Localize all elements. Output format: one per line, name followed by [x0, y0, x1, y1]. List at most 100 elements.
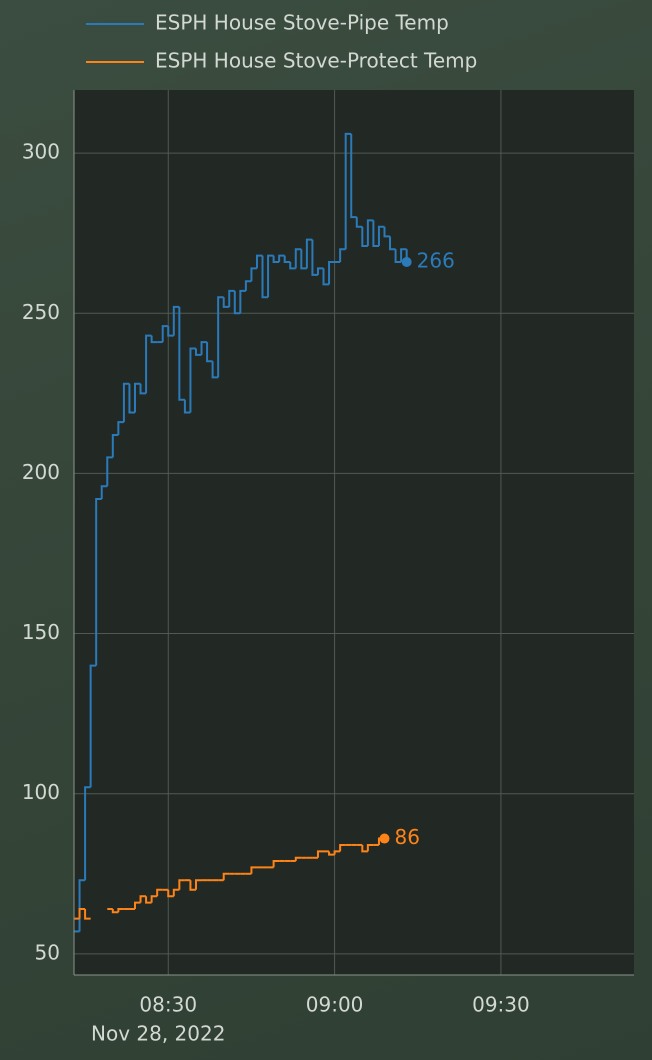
- line-step: [172, 888, 180, 897]
- value-label: 86: [394, 825, 419, 849]
- line-step: [261, 255, 269, 299]
- line-step: [228, 289, 235, 307]
- line-step: [272, 859, 280, 868]
- line-step: [194, 879, 202, 890]
- line-step: [333, 850, 341, 855]
- line-step: [183, 399, 191, 414]
- line-step: [100, 485, 108, 500]
- line-step: [84, 909, 91, 920]
- line-step: [89, 664, 97, 788]
- line-step: [361, 844, 368, 853]
- line-step: [194, 348, 202, 356]
- line-step: [294, 248, 302, 269]
- line-step: [78, 908, 86, 919]
- grid: [74, 90, 634, 975]
- line-step: [133, 901, 141, 910]
- line-step: [316, 267, 324, 275]
- line-step: [394, 249, 402, 264]
- line-step: [372, 220, 379, 247]
- line-step: [217, 296, 224, 378]
- line-step: [344, 132, 352, 250]
- line-step: [250, 866, 257, 874]
- line-step: [339, 248, 346, 263]
- line-step: [300, 249, 307, 270]
- y-tick-label: 50: [35, 940, 60, 964]
- line-step: [117, 908, 124, 913]
- line-step: [366, 843, 374, 852]
- line-step: [106, 456, 113, 487]
- line-step: [189, 347, 196, 413]
- y-tick-label: 250: [22, 300, 60, 324]
- y-tick-label: 150: [22, 620, 60, 644]
- line-step: [150, 335, 158, 344]
- line-step: [211, 361, 219, 379]
- line-step: [294, 856, 302, 861]
- line-step: [250, 267, 257, 282]
- line-step: [267, 254, 274, 298]
- line-step: [272, 255, 280, 264]
- line-step: [383, 226, 391, 238]
- line-step: [139, 895, 147, 903]
- line-step: [117, 421, 124, 435]
- line-step: [222, 872, 230, 881]
- line-step: [161, 325, 169, 343]
- line-step: [305, 238, 313, 269]
- line-step: [377, 225, 385, 246]
- line-step: [244, 280, 252, 291]
- line-step: [128, 383, 135, 414]
- line-step: [355, 217, 363, 228]
- line-step: [145, 334, 152, 394]
- y-tick-label: 300: [22, 140, 60, 164]
- plot-area: [74, 90, 634, 975]
- line-step: [139, 383, 147, 395]
- legend-label[interactable]: ESPH House Stove-Pipe Temp: [155, 11, 449, 35]
- line-step: [167, 889, 174, 898]
- line-step: [150, 895, 158, 903]
- line-step: [200, 341, 208, 355]
- line-step: [122, 382, 130, 423]
- end-point: [379, 833, 390, 844]
- line-step: [233, 290, 241, 315]
- line-step: [133, 382, 141, 413]
- line-step: [239, 289, 246, 314]
- line-step: [84, 786, 91, 881]
- line-step: [145, 896, 152, 904]
- line-step: [95, 498, 102, 666]
- line-step: [111, 433, 119, 458]
- line-step: [178, 306, 185, 401]
- line-step: [328, 851, 335, 856]
- value-label: 266: [417, 249, 455, 273]
- line-step: [339, 843, 346, 852]
- line-step: [350, 133, 357, 219]
- end-point: [401, 257, 412, 268]
- y-tick-label: 200: [22, 460, 60, 484]
- x-date-label: Nov 28, 2022: [91, 1022, 225, 1046]
- line-step: [283, 255, 291, 264]
- line-step: [167, 326, 174, 337]
- line-step: [111, 909, 119, 914]
- line-step: [222, 297, 230, 308]
- line-step: [361, 226, 368, 247]
- x-tick-label: 09:00: [306, 993, 364, 1017]
- line-step: [189, 880, 196, 891]
- y-tick-label: 100: [22, 780, 60, 804]
- line-step: [289, 262, 296, 270]
- line-step: [311, 239, 318, 276]
- line-step: [156, 888, 163, 897]
- line-step: [178, 879, 185, 890]
- line-step: [322, 268, 330, 286]
- line-step: [366, 219, 374, 246]
- legend-label[interactable]: ESPH House Stove-Protect Temp: [155, 49, 477, 73]
- marks: [74, 132, 412, 933]
- line-step: [400, 248, 407, 263]
- line-step: [389, 236, 396, 251]
- x-tick-label: 09:30: [472, 993, 530, 1017]
- line-step: [316, 850, 324, 858]
- line-step: [206, 342, 213, 363]
- x-tick-label: 08:30: [139, 993, 197, 1017]
- line-step: [172, 305, 180, 336]
- line-step: [278, 254, 285, 263]
- line-step: [255, 254, 263, 269]
